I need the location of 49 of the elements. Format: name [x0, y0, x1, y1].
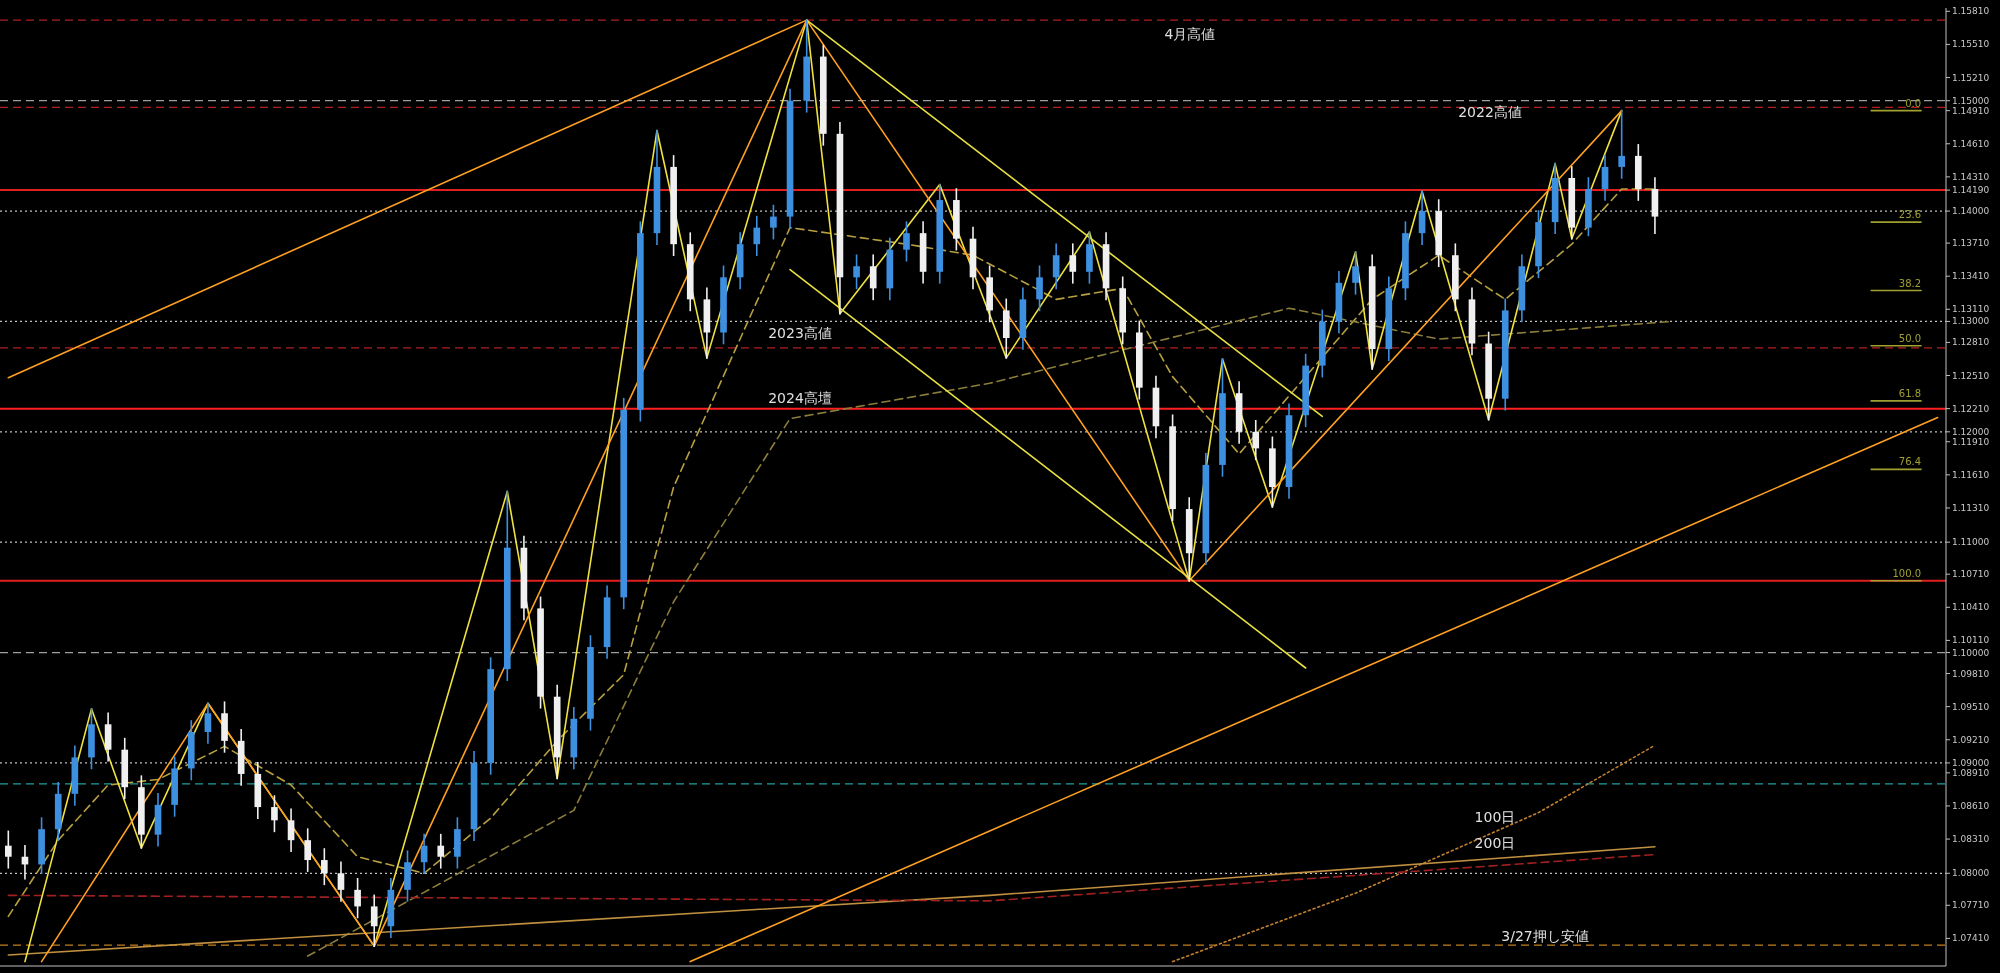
- series-label: 0.0: [1905, 97, 1922, 109]
- y-tick-label: 1.08000: [1952, 868, 1990, 879]
- y-tick-label: 1.11000: [1952, 537, 1990, 548]
- y-tick-label: 1.14910: [1952, 105, 1990, 116]
- y-tick-label: 1.12810: [1952, 337, 1990, 348]
- y-tick-label: 1.12000: [1952, 426, 1990, 437]
- y-tick-label: 1.10110: [1952, 635, 1990, 646]
- y-tick-label: 1.15000: [1952, 95, 1990, 106]
- y-tick-label: 1.12210: [1952, 403, 1990, 414]
- y-tick-label: 1.15510: [1952, 39, 1990, 50]
- y-tick-label: 1.08610: [1952, 800, 1990, 811]
- y-tick-label: 1.14310: [1952, 171, 1990, 182]
- series-label: 50.0: [1898, 332, 1922, 344]
- y-tick-label: 1.09810: [1952, 668, 1990, 679]
- y-tick-label: 1.09000: [1952, 757, 1990, 768]
- annotation: 2023高値: [768, 325, 832, 341]
- y-tick-label: 1.15210: [1952, 72, 1990, 83]
- y-tick-label: 1.09510: [1952, 701, 1990, 712]
- series-label: 100.0: [1892, 567, 1922, 579]
- y-tick-label: 1.10710: [1952, 569, 1990, 580]
- y-tick-label: 1.12510: [1952, 370, 1990, 381]
- series-label: 200日: [1474, 835, 1516, 852]
- y-tick-label: 1.09210: [1952, 734, 1990, 745]
- annotation: 4月高値: [1164, 26, 1216, 42]
- annotation: 2024高壇: [768, 390, 832, 406]
- y-tick-label: 1.15810: [1952, 6, 1990, 17]
- y-tick-label: 1.07710: [1952, 900, 1990, 911]
- y-tick-label: 1.13000: [1952, 316, 1990, 327]
- y-tick-label: 1.11310: [1952, 502, 1990, 513]
- y-tick-label: 1.07410: [1952, 933, 1990, 944]
- y-tick-label: 1.11910: [1952, 436, 1990, 447]
- y-tick-label: 1.14000: [1952, 206, 1990, 217]
- series-label: 76.4: [1898, 456, 1922, 468]
- series-label: 23.6: [1898, 209, 1922, 221]
- y-tick-label: 1.10000: [1952, 647, 1990, 658]
- y-tick-label: 1.14610: [1952, 138, 1990, 149]
- series-label: 61.8: [1898, 387, 1922, 399]
- annotation: 3/27押し安値: [1501, 928, 1589, 944]
- y-tick-label: 1.11610: [1952, 469, 1990, 480]
- series-label: 100日: [1474, 808, 1516, 825]
- y-tick-label: 1.14190: [1952, 185, 1990, 196]
- y-tick-label: 1.10410: [1952, 602, 1990, 613]
- annotation: 2022高値: [1458, 104, 1522, 120]
- y-tick-label: 1.08310: [1952, 834, 1990, 845]
- y-tick-label: 1.13410: [1952, 271, 1990, 282]
- series-label: 38.2: [1898, 277, 1922, 289]
- y-tick-label: 1.13710: [1952, 238, 1990, 249]
- y-tick-label: 1.13110: [1952, 304, 1990, 315]
- y-tick-label: 1.08910: [1952, 767, 1990, 778]
